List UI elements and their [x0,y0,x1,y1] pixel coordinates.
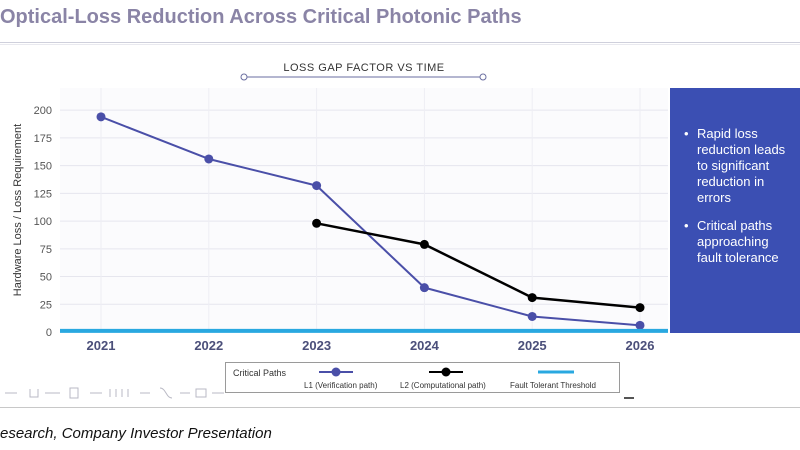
y-tick-label: 75 [40,244,52,256]
data-point-l1 [635,320,645,330]
bullet-icon: • [684,126,689,141]
dash-decoration [624,397,634,399]
y-tick-label: 100 [34,216,52,228]
y-tick-label: 175 [34,133,52,145]
line-chart: 0 25 50 75 100 125 150 175 200 2021 2022 2023 2024 20… [12,62,668,353]
chart-legend: Critical Paths L1 (Verification path) L2… [225,362,620,393]
y-axis-label: Hardware Loss / Loss Requirement [12,124,24,296]
title-underline-cap [479,73,487,81]
x-tick-label: 2021 [87,338,116,353]
legend-swatch-l1 [319,367,353,377]
chart-area: 0 25 50 75 100 125 150 175 200 2021 2022 2023 2024 20… [0,46,670,396]
legend-swatch-threshold [538,370,574,374]
data-point-l2 [312,218,322,228]
legend-header: Critical Paths [233,368,287,378]
source-citation: esearch, Company Investor Presentation [0,425,272,442]
series-line-l1 [100,115,641,327]
title-divider [0,42,800,43]
y-tick-label: 25 [40,299,52,311]
page-title: Optical-Loss Reduction Across Critical P… [0,6,522,28]
data-point-l1 [312,181,322,191]
data-point-l1 [96,112,106,122]
legend-label-l2: L2 (Computational path) [400,381,486,390]
takeaway-item: • Critical paths approaching fault toler… [684,218,792,266]
data-point-l2 [419,239,429,249]
y-tick-label: 125 [34,188,52,200]
data-point-l1 [204,154,214,164]
legend-label-l1: L1 (Verification path) [304,381,378,390]
y-tick-label: 50 [40,272,52,284]
x-tick-label: 2025 [518,338,547,353]
circuit-decoration-icon [5,387,224,399]
y-tick-label: 0 [46,327,52,339]
data-point-l1 [527,311,537,321]
data-point-l2 [527,293,537,303]
bullet-icon: • [684,218,689,233]
chart-title: LOSS GAP FACTOR VS TIME [283,62,444,74]
x-tick-label: 2026 [626,338,655,353]
data-point-l2 [635,303,645,313]
legend-swatch-l2 [429,367,463,377]
title-underline-cap [240,73,248,81]
x-tick-label: 2022 [194,338,223,353]
legend-item-l2: L2 (Computational path) [397,367,507,391]
plot-background [60,88,668,332]
y-tick-label: 200 [34,105,52,117]
data-point-l1 [419,283,429,293]
footer-divider [0,407,800,408]
takeaway-item: • Rapid loss reduction leads to signific… [684,126,792,206]
takeaway-text: Critical paths approaching fault toleran… [697,218,779,265]
x-tick-label: 2023 [302,338,331,353]
legend-label-threshold: Fault Tolerant Threshold [510,381,596,390]
series-line-l2 [316,222,641,309]
title-divider-shadow [0,44,800,45]
legend-item-threshold: Fault Tolerant Threshold [510,367,620,391]
y-tick-label: 150 [34,161,52,173]
legend-item-l1: L1 (Verification path) [301,367,401,391]
takeaway-text: Rapid loss reduction leads to significan… [697,126,786,205]
x-tick-label: 2024 [410,338,440,353]
key-takeaways-panel: • Rapid loss reduction leads to signific… [670,88,800,333]
